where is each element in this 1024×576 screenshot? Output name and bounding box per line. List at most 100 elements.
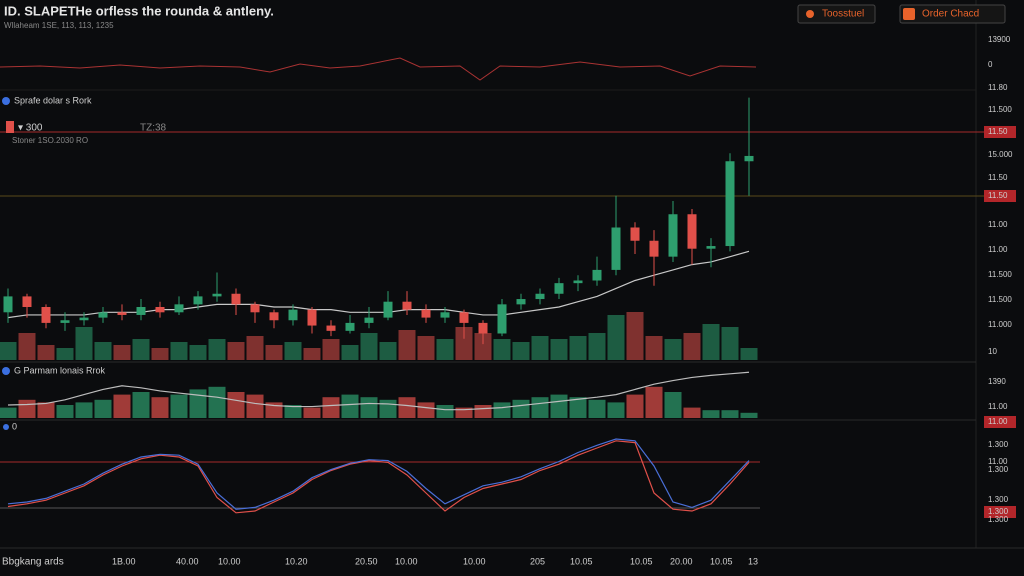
candle-body	[573, 280, 583, 284]
icon	[2, 367, 10, 375]
indicator-bar	[56, 405, 74, 418]
icon	[2, 97, 10, 105]
candle-body	[649, 240, 659, 257]
price-axis-label: 15.000	[988, 150, 1013, 159]
time-axis-label: 10.00	[395, 556, 418, 566]
indicator-bar	[607, 402, 625, 418]
volume-bar	[303, 348, 321, 360]
volume-bar	[512, 342, 530, 360]
candle-body	[668, 214, 678, 257]
volume-bar	[94, 342, 112, 360]
volume-bar	[531, 336, 549, 360]
button-label[interactable]: Order Chacd	[922, 9, 979, 20]
indicator-bar	[75, 402, 93, 418]
candle-body	[383, 301, 393, 318]
candle-body	[41, 307, 51, 323]
panel-label: 0	[12, 421, 17, 431]
time-axis-label: 10.00	[218, 556, 241, 566]
time: TZ:38	[140, 123, 167, 134]
candle-body	[231, 293, 241, 305]
candle-body	[136, 307, 146, 315]
volume-axis-label: 11.00	[988, 417, 1008, 426]
price-axis-label: 11.50	[988, 127, 1008, 136]
volume-bar	[550, 339, 568, 360]
candle-body	[725, 161, 735, 247]
candle-body	[497, 304, 507, 334]
candle-body	[440, 312, 450, 318]
oscillator-axis-label: 1.300	[988, 465, 1009, 474]
button[interactable]	[797, 4, 876, 24]
candle-body	[535, 293, 545, 300]
volume-bar	[18, 333, 36, 360]
candle-body	[345, 322, 355, 331]
volume-bar	[151, 348, 169, 360]
time-axis-label: 10.05	[710, 556, 733, 566]
indicator-bar	[322, 397, 340, 418]
button-label[interactable]: Toosstuel	[822, 9, 864, 20]
volume-bar	[626, 312, 644, 360]
volume-bar	[189, 345, 207, 360]
indicator-bar	[379, 399, 397, 418]
volume-bar	[37, 345, 55, 360]
indicator-bar	[550, 394, 568, 418]
price-tag	[984, 126, 1016, 138]
time-axis-label: 10.20	[285, 556, 308, 566]
candle-body	[364, 317, 374, 323]
volume-bar	[398, 330, 416, 360]
candle-body	[250, 304, 260, 313]
volume-bar	[284, 342, 302, 360]
price-axis-label: 10	[988, 347, 997, 356]
volume-bar	[664, 339, 682, 360]
oscillator-axis-label: 1.300	[988, 495, 1009, 504]
candle-body	[326, 325, 336, 331]
candle-body	[193, 296, 203, 305]
time-axis-label: 205	[530, 556, 545, 566]
price-axis-label: 11.50	[988, 191, 1008, 200]
volume-axis-label: 11.00	[988, 402, 1008, 411]
volume-axis-label: 1390	[988, 377, 1006, 386]
volume-bar	[75, 327, 93, 360]
volume-bar	[360, 333, 378, 360]
candle-body	[174, 304, 184, 313]
indicator-bar	[417, 402, 435, 418]
volume-bar	[683, 333, 701, 360]
candle-body	[478, 322, 488, 334]
time-axis-label: 10.05	[570, 556, 593, 566]
candle-body	[307, 309, 317, 326]
indicator-bar	[151, 397, 169, 418]
price-axis-label: 11.500	[988, 295, 1012, 304]
indicator-bar	[740, 412, 758, 418]
volume-bar	[455, 327, 473, 360]
oscillator-line	[7, 440, 750, 514]
indicator-bar	[94, 399, 112, 418]
indicator-bar	[645, 386, 663, 418]
indicator-bar	[512, 399, 530, 418]
candle-body	[706, 246, 716, 249]
volume-bar	[417, 336, 435, 360]
button[interactable]	[899, 4, 1006, 24]
volume-bar	[56, 348, 74, 360]
indicator-bar	[113, 394, 131, 418]
indicator-bar	[626, 394, 644, 418]
volume-bar	[474, 333, 492, 360]
indicator-bar	[246, 394, 264, 418]
indicator-bar	[664, 392, 682, 418]
price-axis-label: 11.000	[988, 320, 1012, 329]
title: ID. SLAPETHe orfless the rounda & antlen…	[4, 3, 274, 18]
volume-bar	[645, 336, 663, 360]
candle-body	[554, 283, 564, 294]
icon	[806, 10, 814, 18]
moving-average	[7, 250, 750, 319]
indicator-bar	[284, 405, 302, 418]
icon	[903, 8, 915, 20]
candle-body	[98, 312, 108, 318]
candle-body	[79, 317, 89, 321]
price-axis-label: 11.00	[988, 245, 1008, 254]
candle-body	[744, 155, 754, 162]
price-tag	[984, 506, 1016, 518]
volume-bar	[113, 345, 131, 360]
volume-bar	[436, 339, 454, 360]
